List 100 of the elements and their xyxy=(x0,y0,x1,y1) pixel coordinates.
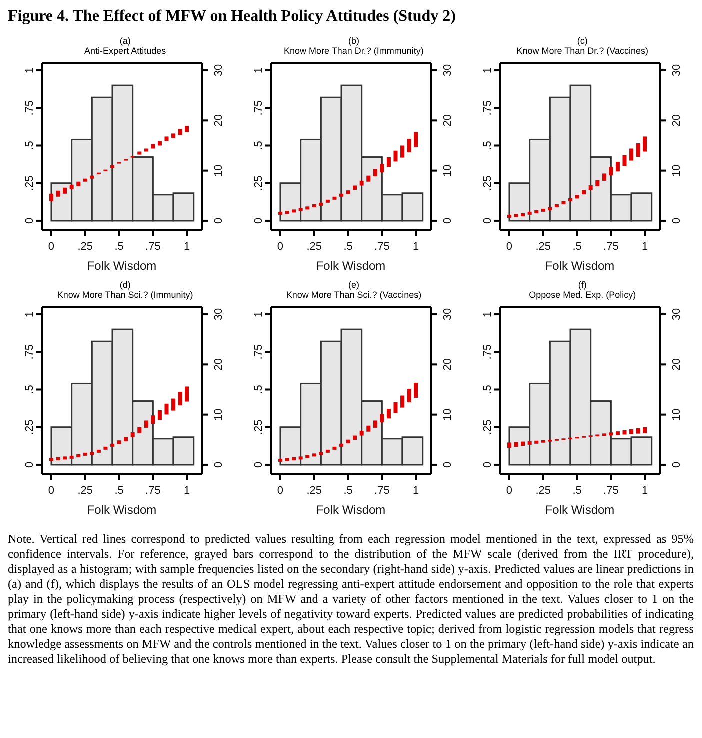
bar xyxy=(534,210,538,214)
bar xyxy=(595,180,600,186)
bar xyxy=(602,174,606,181)
bar xyxy=(144,148,149,152)
bar xyxy=(144,420,149,428)
bar xyxy=(306,206,310,210)
bar xyxy=(380,414,384,423)
bar xyxy=(407,138,412,153)
x-tick-label: .25 xyxy=(535,241,551,253)
chart-title: (d) xyxy=(118,280,132,290)
x-tick-label: .25 xyxy=(78,241,94,253)
chart-title: (c) xyxy=(576,36,589,46)
bar xyxy=(90,176,94,179)
chart-subtitle: Oppose Med. Exp. (Policy) xyxy=(528,290,638,300)
bar xyxy=(152,144,156,149)
chart-title: (f) xyxy=(577,280,588,290)
bar xyxy=(616,162,620,172)
bar xyxy=(346,190,350,194)
x-tick-label: 0 xyxy=(48,241,55,253)
x-tick-label: 0 xyxy=(277,485,284,497)
x-tick-label: .75 xyxy=(603,241,618,253)
bar xyxy=(312,204,316,208)
bar xyxy=(298,208,303,212)
x-tick-label: 1 xyxy=(184,485,190,497)
x-tick-label: .5 xyxy=(344,485,353,497)
bar xyxy=(285,458,290,462)
bar xyxy=(339,444,344,447)
bar xyxy=(339,194,344,197)
y-tick-label: .5 xyxy=(24,385,36,394)
y-tick-label: .5 xyxy=(482,141,494,150)
bar xyxy=(548,207,552,210)
x-tick-label: 1 xyxy=(642,485,648,497)
bar xyxy=(332,446,337,450)
y-tick-label: 0 xyxy=(482,218,494,224)
bar xyxy=(642,136,647,152)
bar xyxy=(373,420,378,428)
bar xyxy=(414,382,418,398)
bar xyxy=(84,452,88,456)
bar xyxy=(608,167,613,176)
y2-tick-label: 0 xyxy=(670,218,683,224)
x-tick-label: 1 xyxy=(413,485,420,497)
x-tick-label: 0 xyxy=(48,485,55,497)
bar xyxy=(541,208,546,212)
y-tick-label: .75 xyxy=(24,100,36,116)
y2-tick-label: 0 xyxy=(442,218,454,224)
x-tick-label: .75 xyxy=(374,241,390,253)
x-tick-label: .75 xyxy=(603,485,618,497)
bar xyxy=(292,457,296,460)
bar xyxy=(373,169,378,176)
bar xyxy=(636,428,640,434)
y-tick-label: .5 xyxy=(482,385,494,394)
bar xyxy=(56,190,61,197)
y-tick-label: 1 xyxy=(482,311,494,318)
y2-tick-label: 20 xyxy=(670,358,683,371)
bar xyxy=(520,442,525,446)
y-tick-label: .25 xyxy=(252,176,265,192)
bar xyxy=(386,409,391,419)
x-tick-label: 0 xyxy=(506,485,512,497)
bar xyxy=(158,141,162,146)
bar xyxy=(326,450,330,453)
bar xyxy=(56,457,61,460)
bar xyxy=(514,214,518,218)
bar xyxy=(63,456,68,460)
y-tick-label: 0 xyxy=(252,218,265,224)
bar xyxy=(629,148,634,161)
y2-tick-label: 0 xyxy=(670,462,683,468)
bar xyxy=(97,450,102,453)
bar xyxy=(152,416,156,424)
y-tick-label: .25 xyxy=(24,176,36,192)
y2-tick-label: 10 xyxy=(670,164,683,177)
x-tick-label: .25 xyxy=(306,485,322,497)
x-tick-label: .25 xyxy=(78,485,94,497)
bar xyxy=(541,440,546,443)
x-tick-label: 1 xyxy=(413,241,420,253)
x-tick-label: 1 xyxy=(642,241,648,253)
chart-subtitle: Anti-Expert Attitudes xyxy=(84,46,168,56)
y2-tick-label: 20 xyxy=(670,114,683,127)
bar xyxy=(165,136,170,142)
bar xyxy=(534,440,538,444)
x-tick-label: .5 xyxy=(572,241,582,253)
bar xyxy=(104,446,108,450)
bar xyxy=(602,434,606,436)
bar xyxy=(138,427,142,434)
bar xyxy=(400,146,405,158)
bar xyxy=(353,436,358,440)
bar xyxy=(70,456,74,459)
bar xyxy=(332,196,337,200)
y-tick-label: .25 xyxy=(252,420,265,436)
bar xyxy=(63,188,68,194)
bar xyxy=(138,152,142,155)
bar xyxy=(76,454,81,458)
bar xyxy=(124,437,128,442)
bar xyxy=(50,194,54,202)
bar xyxy=(118,440,122,444)
y2-tick-label: 0 xyxy=(213,218,226,224)
y-tick-label: 1 xyxy=(482,67,494,74)
bar xyxy=(622,430,626,435)
bar xyxy=(514,442,518,448)
bar xyxy=(319,202,324,206)
bar xyxy=(507,214,512,218)
